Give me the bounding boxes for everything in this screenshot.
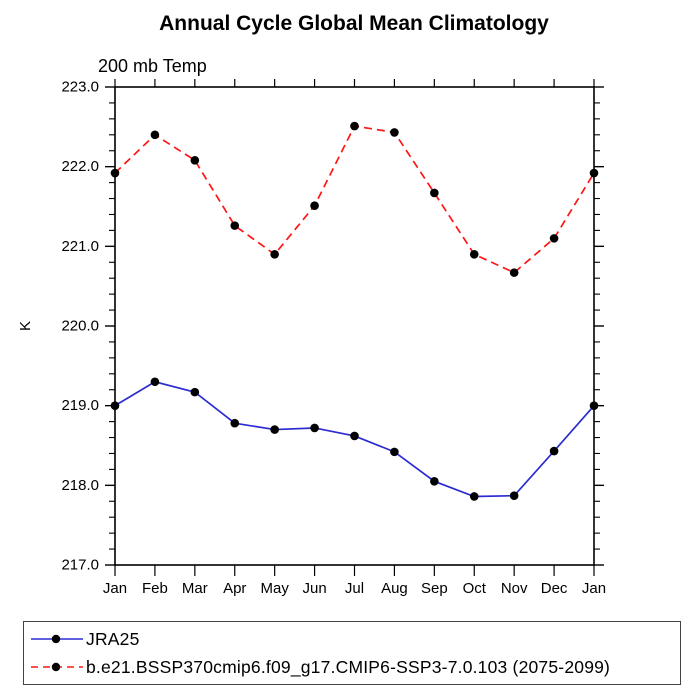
x-tick-label: Jun [302,580,326,597]
data-point-marker [350,431,359,441]
x-tick-label: Nov [501,580,528,597]
data-point-marker [509,268,519,277]
data-point-marker [310,201,319,211]
legend-item-jra25: JRA25 [24,625,680,653]
data-point-marker [589,168,599,178]
x-tick-label: Sep [421,580,448,597]
legend-label-model: b.e21.BSSP370cmip6.f09_g17.CMIP6-SSP3-7.… [86,656,611,677]
plot-frame [114,86,595,566]
data-point-marker [549,446,559,456]
data-point-marker [230,221,240,230]
data-point-marker [310,423,319,433]
x-tick-label: Jan [103,580,127,597]
data-point-marker [270,425,279,434]
y-axis-unit-label: K [17,321,34,331]
x-tick-label: Oct [463,580,487,597]
x-tick-label: Aug [381,580,408,597]
data-point-marker [469,492,479,501]
data-point-marker [589,401,599,410]
data-point-marker [430,188,439,198]
legend-label-jra25: JRA25 [86,628,140,649]
data-point-marker [430,477,439,486]
chart-title: Annual Cycle Global Mean Climatology [159,12,549,35]
x-tick-label: Jul [345,580,364,597]
y-tick-label: 220.0 [61,318,99,335]
data-point-marker [509,491,519,500]
y-tick-label: 222.0 [61,158,99,175]
x-tick-label: Mar [182,580,208,597]
legend-item-model: b.e21.BSSP370cmip6.f09_g17.CMIP6-SSP3-7.… [24,653,680,681]
data-point-marker [549,234,559,243]
data-point-marker [350,121,359,131]
y-tick-label: 219.0 [61,397,99,414]
data-point-marker [190,387,200,397]
data-point-marker [150,130,160,140]
data-point-marker [190,155,200,165]
y-tick-label: 223.0 [61,79,99,96]
data-point-marker [150,377,160,387]
data-point-marker [270,250,279,259]
axes-layer: 217.0 218.0 219.0 220.0 221.0 222.0 223.0 Jan Fe… [61,79,606,598]
x-tick-label: Dec [541,580,568,597]
legend-line-sample-dashed [31,662,83,672]
data-point-marker [110,168,120,178]
legend-line-sample-solid [31,634,83,644]
series-line-1 [114,125,595,274]
series-layer [110,121,599,501]
y-tick-label: 218.0 [61,477,99,494]
y-tick-label: 217.0 [61,557,99,574]
x-tick-label: May [260,580,289,597]
data-point-marker [390,128,399,137]
data-point-marker [390,447,399,457]
data-point-marker [110,401,120,410]
y-tick-label: 221.0 [61,238,99,255]
chart-subtitle: 200 mb Temp [98,56,207,76]
x-tick-label: Feb [142,580,168,597]
x-tick-label: Jan [582,580,606,597]
data-point-marker [230,418,240,428]
x-tick-label: Apr [223,580,246,597]
legend: JRA25 b.e21.BSSP370cmip6.f09_g17.CMIP6-S… [23,621,681,685]
data-point-marker [469,250,479,259]
